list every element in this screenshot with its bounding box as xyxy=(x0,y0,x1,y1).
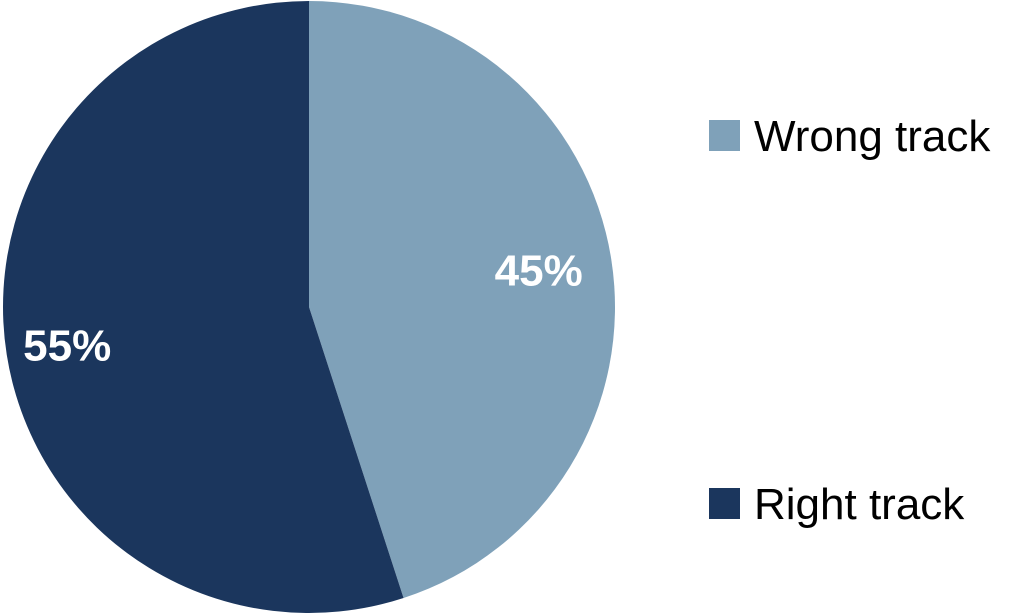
pie-slice-wrong-track xyxy=(309,1,615,599)
legend: Wrong track Right track xyxy=(709,112,991,529)
pie-slices xyxy=(3,1,615,613)
slice-label-right-track: 55% xyxy=(23,321,111,370)
legend-label-wrong-track: Wrong track xyxy=(754,112,991,161)
slice-label-wrong-track: 45% xyxy=(495,247,583,296)
pie-slice-right-track xyxy=(3,1,404,613)
legend-label-right-track: Right track xyxy=(754,480,965,529)
pie-slice-labels: 45% 55% xyxy=(23,247,583,371)
legend-swatch-wrong-track xyxy=(709,120,740,151)
legend-swatch-right-track xyxy=(709,488,740,519)
